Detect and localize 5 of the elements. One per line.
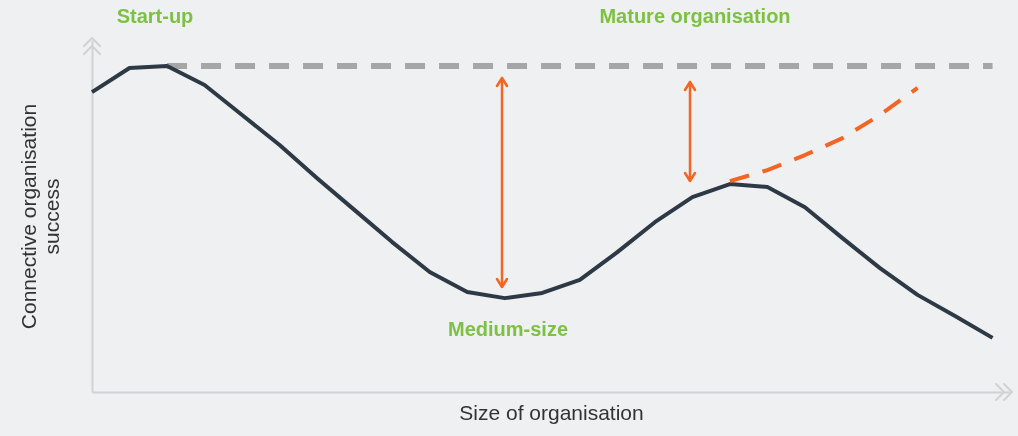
text: Mature organisation (599, 5, 791, 27)
annotation: Medium-size (447, 318, 569, 340)
y-axis-title: Connective organisation success (16, 103, 63, 330)
text: Start-up (116, 5, 194, 27)
x-axis-title: Size of organisation (459, 400, 644, 424)
